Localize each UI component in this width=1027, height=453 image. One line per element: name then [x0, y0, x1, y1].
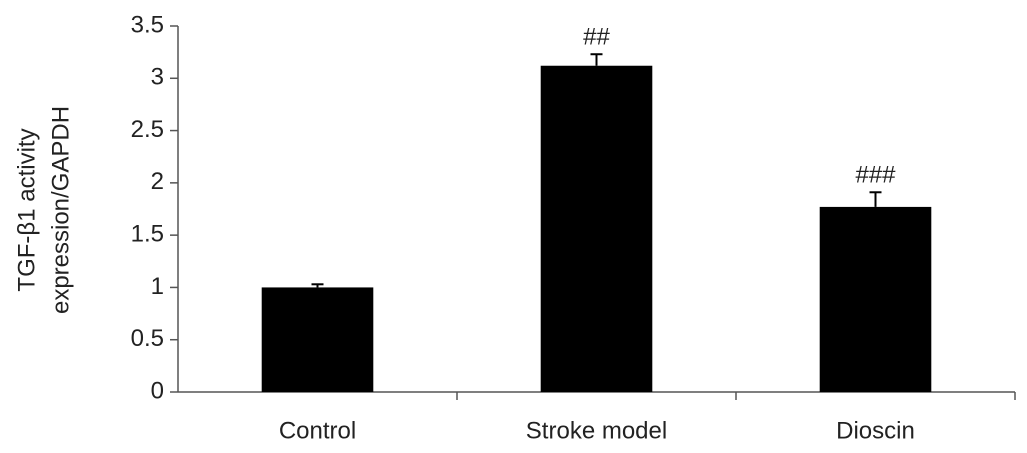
bar [261, 287, 374, 392]
y-tick-label: 3.5 [131, 11, 164, 38]
y-tick-label: 2 [151, 168, 164, 195]
bar [819, 206, 932, 392]
annotation: ## [583, 24, 610, 51]
y-axis-title-line: expression/GAPDH [47, 106, 74, 314]
y-tick-label: 3 [151, 64, 164, 91]
y-tick-label: 2.5 [131, 116, 164, 143]
error-bar [590, 53, 603, 66]
y-axis-title-line: TGF-β1 activity [13, 128, 40, 291]
y-tick-label: 0 [151, 377, 164, 404]
y-tick-label: 0.5 [131, 325, 164, 352]
y-axis-title: TGF-β1 activity expression/GAPDH [13, 106, 74, 314]
y-tick-label: 1 [151, 273, 164, 300]
annotation: ### [855, 162, 896, 189]
y-tick-label: 1.5 [131, 220, 164, 247]
x-tick-label: Dioscin [836, 417, 915, 444]
x-tick-label: Stroke model [526, 417, 667, 444]
error-bar [311, 283, 324, 288]
bar [540, 65, 653, 392]
x-tick-label: Control [279, 417, 356, 444]
error-bar [869, 191, 882, 207]
